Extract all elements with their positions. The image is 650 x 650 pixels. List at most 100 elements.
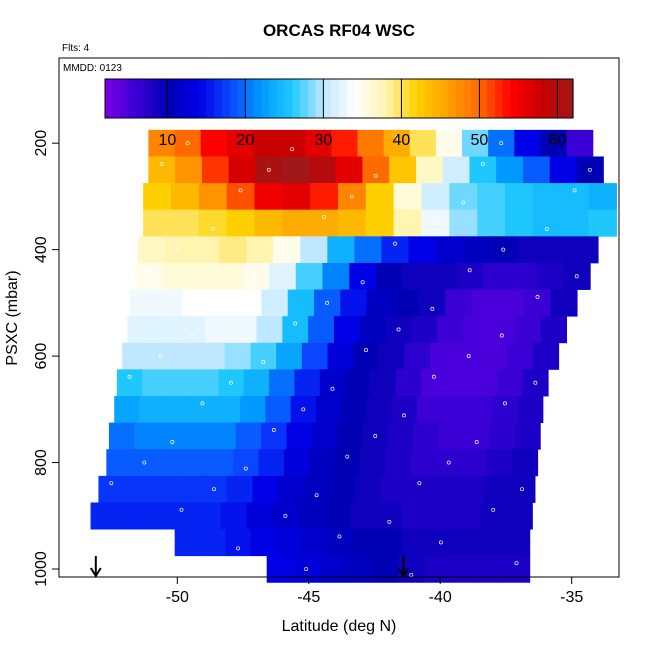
heatmap-cell [252, 129, 280, 157]
colorbar-segment [229, 79, 239, 118]
arrow-head [397, 567, 410, 578]
heatmap-cell [305, 129, 332, 157]
heatmap-cell [279, 129, 306, 157]
heatmap-cell [149, 475, 177, 503]
colorbar-tick-label: 30 [315, 132, 333, 149]
heatmap-cell [477, 555, 504, 583]
y-tick-label: 600 [33, 343, 50, 370]
heatmap-cell [488, 316, 516, 344]
sample-marker [283, 513, 288, 518]
heatmap-cell [488, 129, 515, 157]
heatmap-cell [357, 129, 385, 157]
colorbar-segment [471, 79, 480, 118]
heatmap-cell [563, 262, 591, 290]
heatmap-cell [310, 183, 339, 211]
colorbar-segment [346, 79, 356, 118]
heatmap-cell [365, 183, 395, 211]
heatmap-cell [410, 449, 437, 477]
colorbar-segment [557, 79, 566, 118]
heatmap-cell [383, 129, 411, 157]
heatmap-cell [175, 475, 202, 503]
flight-arrows [89, 556, 410, 578]
heatmap-cell [226, 129, 254, 157]
heatmap-cell [496, 156, 524, 184]
heatmap-cell [377, 529, 404, 557]
colorbar-segment [354, 79, 363, 118]
colorbar-segment [222, 79, 231, 118]
heatmap-cell [349, 262, 377, 290]
heatmap-cell [204, 316, 232, 344]
heatmap-cell [322, 262, 350, 290]
heatmap-cell [282, 183, 311, 211]
heatmap-cell [134, 422, 161, 450]
colorbar-segment [112, 79, 122, 118]
heatmap-cell [135, 262, 163, 290]
heatmap-cell [147, 342, 175, 370]
colorbar-segment [463, 79, 473, 118]
heatmap-cell [210, 422, 237, 450]
colorbar-segment [417, 79, 426, 118]
heatmap-cell [549, 156, 578, 184]
sample-marker [127, 374, 132, 379]
sample-marker [461, 200, 466, 205]
heatmap-cell [179, 316, 206, 344]
heatmap-cell [301, 342, 329, 370]
y-tick-label: 800 [33, 449, 50, 476]
heatmap-cell [366, 289, 394, 317]
heatmap-cell [300, 236, 328, 264]
heatmap-cell [143, 209, 172, 237]
heatmap-cell [278, 475, 305, 503]
sample-marker [293, 321, 298, 326]
heatmap-cell [200, 129, 228, 157]
heatmap-cell [226, 183, 256, 211]
colorbar-segment [245, 79, 254, 118]
colorbar-segment [276, 79, 285, 118]
heatmap-cell [331, 129, 359, 157]
heatmap-cell [337, 209, 367, 237]
heatmap-cell [392, 289, 420, 317]
heatmap-cell [319, 369, 346, 397]
heatmap-cell [467, 396, 493, 424]
colorbar-segment [120, 79, 129, 118]
sample-marker [229, 380, 233, 385]
heatmap-cell [108, 422, 135, 450]
colorbar-segment [136, 79, 145, 118]
colorbar-segment [409, 79, 418, 118]
heatmap-cell [225, 529, 252, 557]
heatmap-cell [255, 156, 283, 184]
heatmap-cell [228, 156, 257, 184]
heatmap-cell [588, 183, 617, 211]
colorbar-segment [167, 79, 176, 118]
heatmap-cell [516, 236, 545, 264]
heatmap-cell [301, 529, 328, 557]
heatmap-cell [462, 129, 489, 157]
sample-marker [243, 466, 248, 471]
heatmap-cell [532, 183, 562, 211]
sample-marker [572, 188, 577, 193]
heatmap-cell [333, 316, 361, 344]
colorbar-segment [175, 79, 184, 118]
heatmap-cell [438, 422, 465, 450]
heatmap-cell [173, 342, 200, 370]
colorbar-segment [378, 79, 387, 118]
sample-marker [304, 567, 309, 571]
sample-marker [396, 327, 401, 332]
heatmap-cell [335, 156, 364, 184]
colorbar-segment [339, 79, 348, 118]
x-tick-label: -45 [297, 589, 320, 606]
heatmap-cell [308, 156, 337, 184]
heatmap-cell [489, 236, 518, 264]
heatmap-cell [98, 475, 125, 503]
heatmap-cell [457, 475, 485, 503]
heatmap-cell [481, 342, 508, 370]
heatmap-cell [393, 209, 423, 237]
heatmap-cell [389, 156, 417, 184]
heatmap-cell [421, 183, 450, 211]
heatmap-cell [505, 183, 534, 211]
heatmap-cell [310, 209, 339, 237]
heatmap-cell [226, 209, 256, 237]
heatmap-cell [429, 262, 457, 290]
heatmap-cell [127, 316, 154, 344]
heatmap-cell [435, 236, 464, 264]
